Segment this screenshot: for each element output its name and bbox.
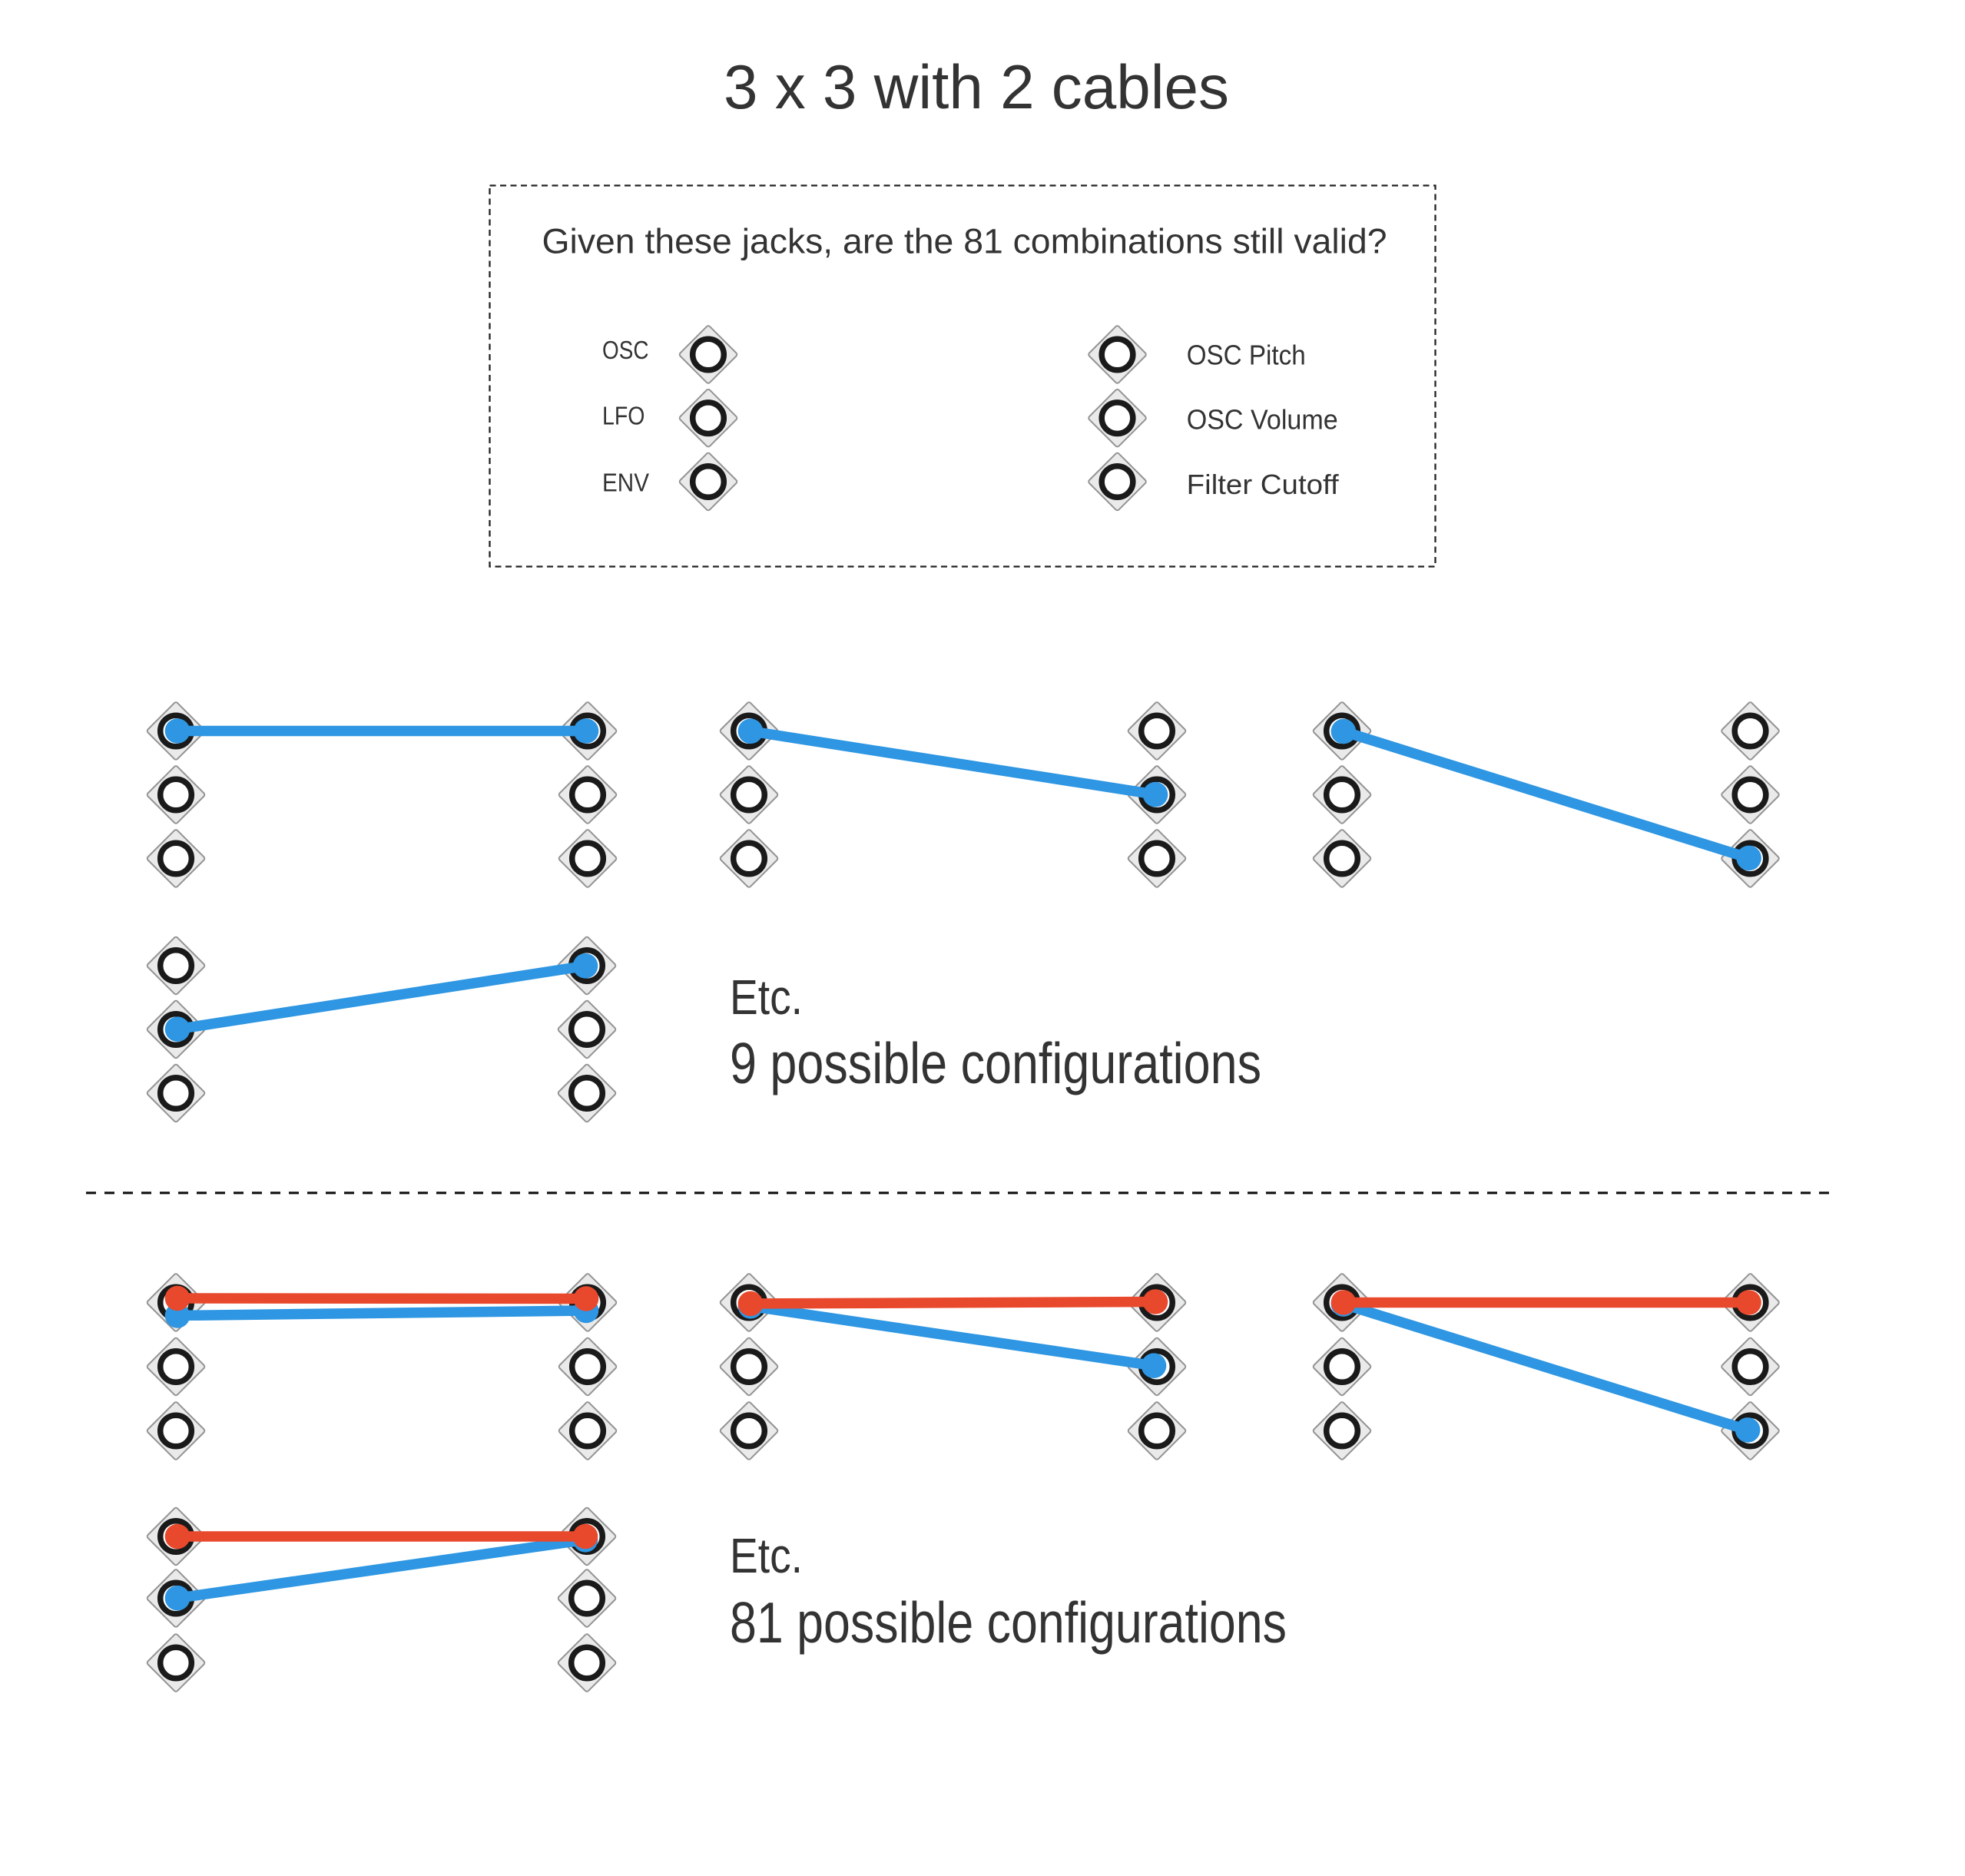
svg-text:OSC Volume: OSC Volume bbox=[1187, 404, 1338, 436]
svg-text:Etc.: Etc. bbox=[730, 969, 803, 1025]
svg-text:Given these jacks, are the 81: Given these jacks, are the 81 combinatio… bbox=[542, 222, 1387, 261]
svg-text:81 possible configurations: 81 possible configurations bbox=[730, 1590, 1287, 1655]
svg-text:Etc.: Etc. bbox=[730, 1528, 803, 1583]
svg-text:Filter Cutoff: Filter Cutoff bbox=[1187, 469, 1340, 500]
svg-text:3 x 3 with 2 cables: 3 x 3 with 2 cables bbox=[724, 53, 1229, 122]
svg-text:9 possible configurations: 9 possible configurations bbox=[730, 1031, 1261, 1095]
svg-text:OSC Pitch: OSC Pitch bbox=[1187, 340, 1306, 371]
svg-text:OSC: OSC bbox=[602, 336, 649, 365]
svg-text:LFO: LFO bbox=[602, 403, 645, 431]
svg-text:ENV: ENV bbox=[602, 469, 650, 497]
